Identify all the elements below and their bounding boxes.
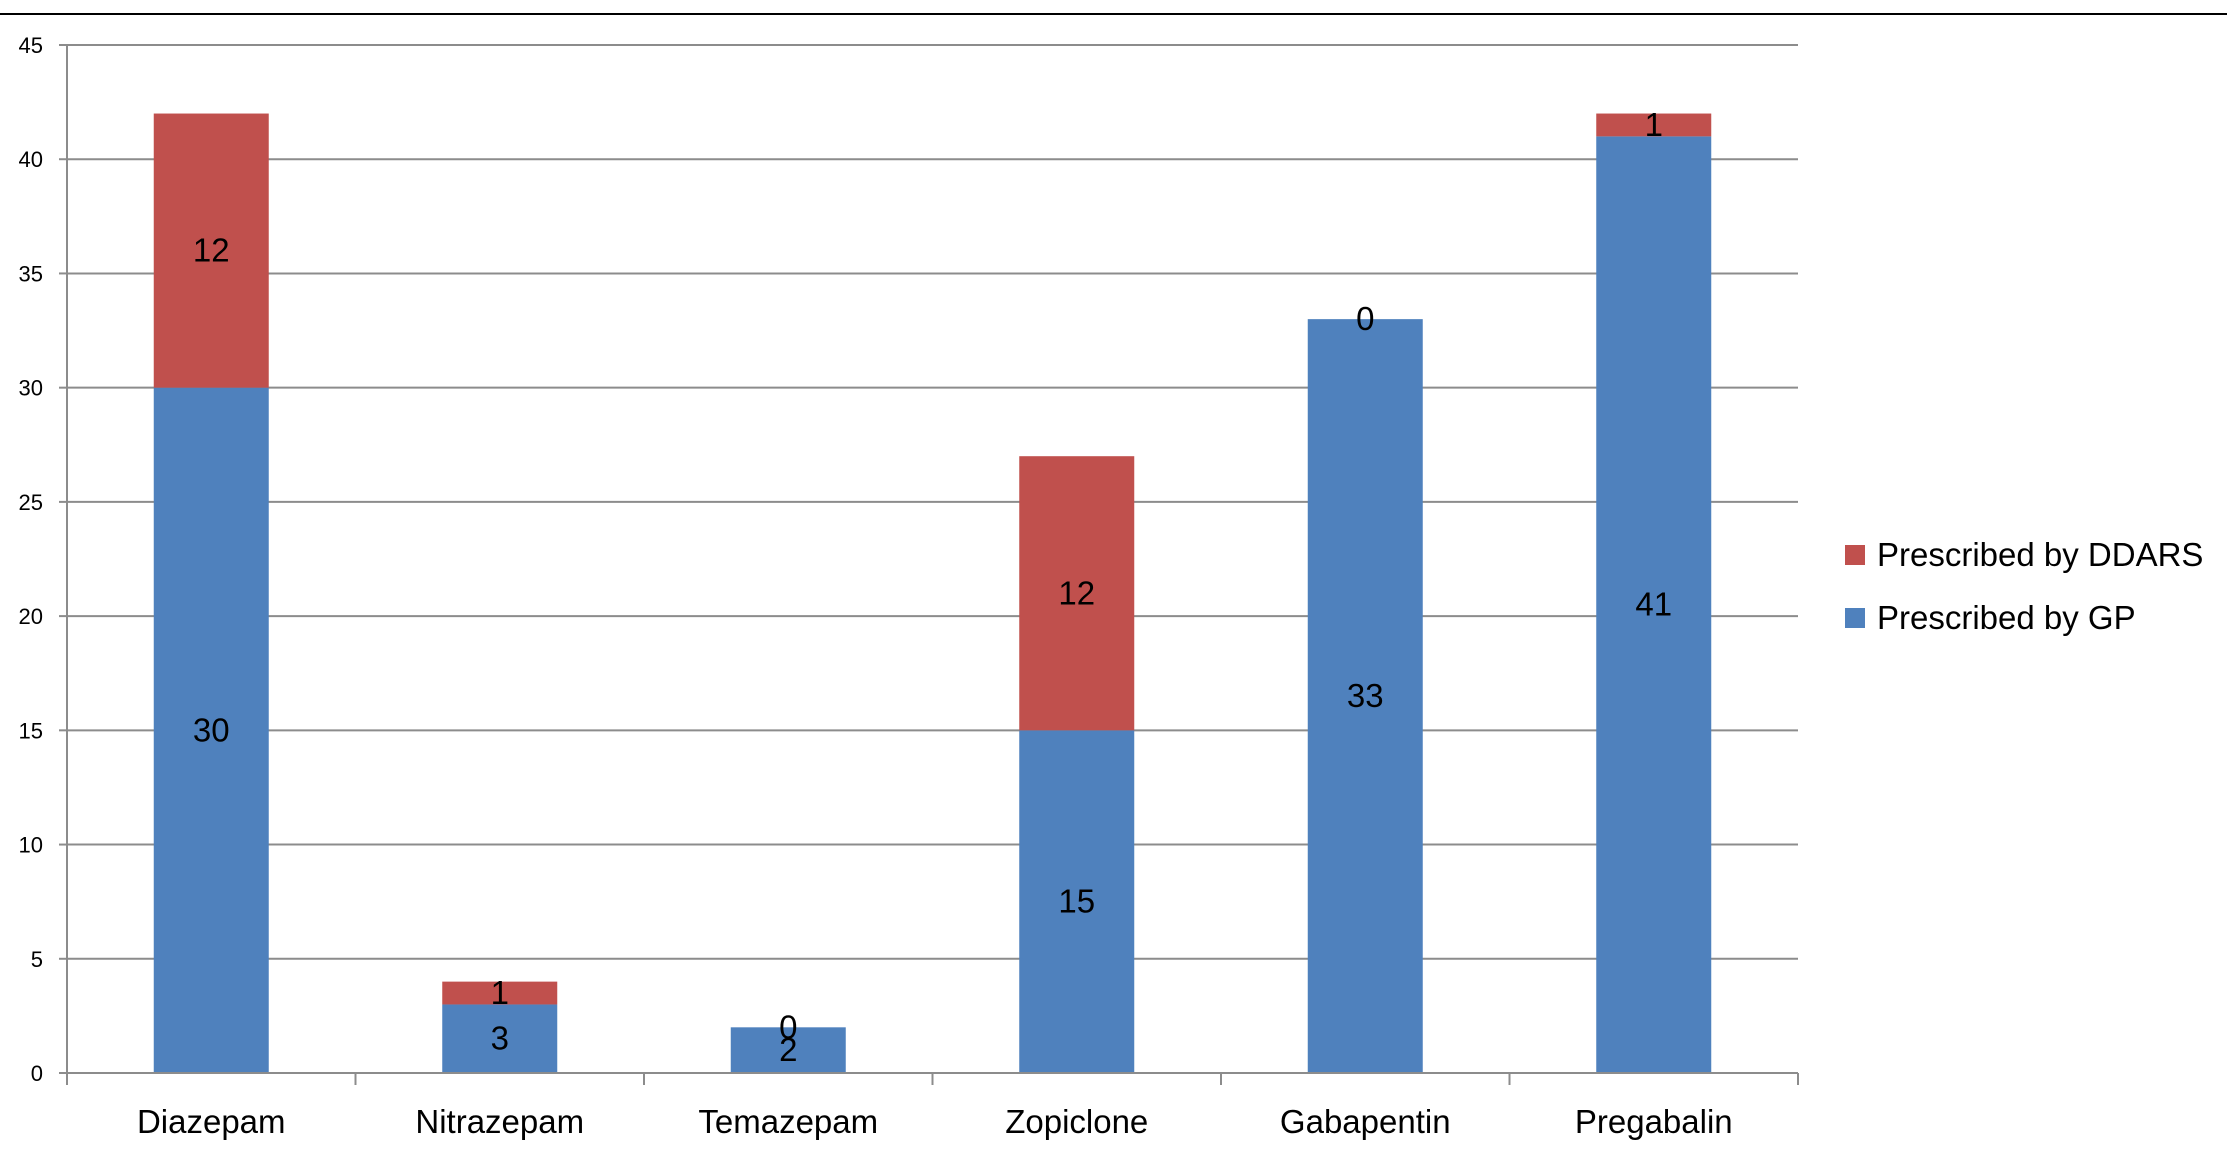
y-tick-label: 30 <box>19 376 43 401</box>
x-category-label: Nitrazepam <box>415 1103 584 1140</box>
x-category-label: Zopiclone <box>1005 1103 1148 1140</box>
x-category-label: Gabapentin <box>1280 1103 1451 1140</box>
y-tick-label: 45 <box>19 33 43 58</box>
x-category-label: Diazepam <box>137 1103 286 1140</box>
data-label: 2 <box>779 1031 797 1068</box>
y-tick-label: 5 <box>31 947 43 972</box>
bar-segment <box>1019 730 1135 1073</box>
legend-swatch <box>1845 608 1865 628</box>
data-label: 0 <box>1356 300 1374 337</box>
x-category-label: Pregabalin <box>1575 1103 1733 1140</box>
data-label: 0 <box>779 1008 797 1045</box>
bar-segment <box>153 387 269 1074</box>
data-label: 33 <box>1347 677 1384 714</box>
bar-segment <box>442 1004 558 1073</box>
gridlines <box>67 44 1798 960</box>
data-label: 3 <box>491 1020 509 1057</box>
data-label: 15 <box>1058 883 1095 920</box>
legend-swatch <box>1845 545 1865 565</box>
legend: Prescribed by DDARS Prescribed by GP <box>1845 536 2203 636</box>
x-category-label: Temazepam <box>698 1103 878 1140</box>
y-tick-label: 10 <box>19 833 43 858</box>
y-tick-label: 25 <box>19 490 43 515</box>
data-label: 30 <box>193 711 230 748</box>
data-label: 12 <box>1058 574 1095 611</box>
y-tick-label: 35 <box>19 261 43 286</box>
data-label: 1 <box>1645 106 1663 143</box>
bar-segment <box>153 113 269 388</box>
bar-segment <box>730 1027 846 1073</box>
bar-segment <box>1019 456 1135 731</box>
data-label: 12 <box>193 232 230 269</box>
x-axis: Diazepam Nitrazepam Temazepam Zopiclone Gaba… <box>66 1072 1799 1140</box>
bars <box>153 113 1712 1074</box>
y-tick-label: 20 <box>19 604 43 629</box>
legend-label: Prescribed by GP <box>1877 599 2136 636</box>
bar-segment <box>442 981 558 1005</box>
data-label: 1 <box>491 974 509 1011</box>
y-tick-label: 15 <box>19 718 43 743</box>
bar-segment <box>1596 113 1712 137</box>
legend-label: Prescribed by DDARS <box>1877 536 2203 573</box>
bar-segment <box>1596 136 1712 1073</box>
y-axis: 0 5 10 15 20 25 30 35 40 45 <box>19 33 68 1086</box>
y-tick-label: 0 <box>31 1061 43 1086</box>
data-label: 41 <box>1635 586 1672 623</box>
y-tick-label: 40 <box>19 147 43 172</box>
bar-segment <box>1307 319 1423 1074</box>
